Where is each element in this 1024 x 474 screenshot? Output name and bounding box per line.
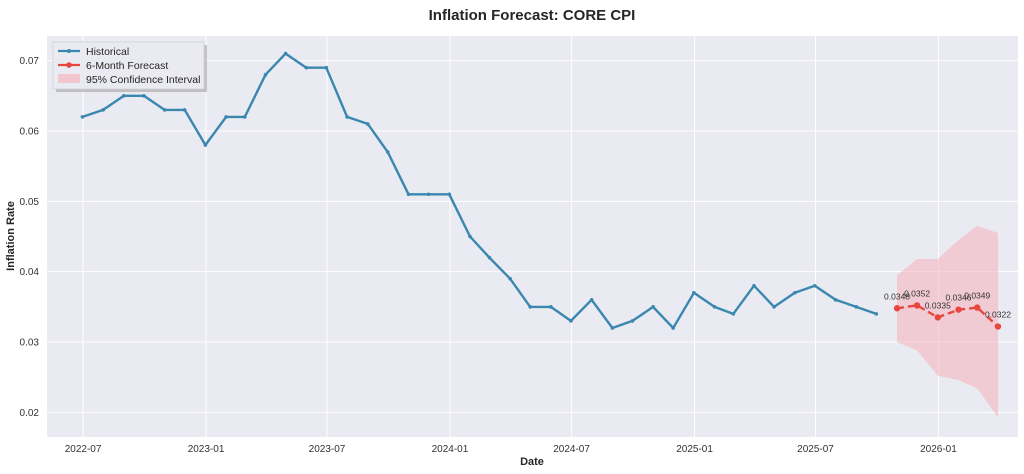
historical-point bbox=[142, 93, 146, 98]
historical-point bbox=[345, 115, 349, 119]
confidence-band-layer bbox=[897, 225, 998, 418]
y-tick-label: 0.03 bbox=[20, 338, 40, 349]
legend-confidence-label: 95% Confidence Interval bbox=[86, 74, 200, 86]
historical-point bbox=[243, 115, 247, 119]
historical-point bbox=[813, 283, 817, 288]
historical-point bbox=[386, 150, 390, 154]
historical-point bbox=[324, 65, 329, 70]
y-tick-label: 0.05 bbox=[20, 197, 40, 208]
legend-forecast-marker bbox=[66, 62, 72, 68]
historical-point bbox=[549, 305, 553, 309]
forecast-point bbox=[974, 304, 981, 311]
x-tick-label: 2024-07 bbox=[553, 444, 590, 455]
y-tick-label: 0.06 bbox=[20, 126, 40, 137]
historical-point bbox=[122, 93, 126, 98]
confidence-band bbox=[897, 225, 998, 418]
forecast-value-label: 0.0352 bbox=[904, 288, 930, 298]
y-tick-label: 0.04 bbox=[20, 267, 40, 278]
legend-historical-label: Historical bbox=[86, 46, 129, 58]
historical-point bbox=[203, 143, 208, 147]
historical-point bbox=[406, 192, 411, 197]
x-tick-label: 2025-01 bbox=[676, 444, 713, 455]
historical-point bbox=[101, 108, 105, 112]
historical-point bbox=[610, 326, 615, 330]
x-axis-ticks: 2022-07 2023-01 2023-07 2024-01 2024-07 2025-… bbox=[65, 444, 958, 455]
historical-point bbox=[712, 305, 717, 309]
historical-point bbox=[671, 326, 675, 330]
historical-line bbox=[82, 52, 877, 330]
historical-point bbox=[426, 192, 431, 197]
historical-point bbox=[772, 305, 776, 309]
historical-point bbox=[792, 290, 797, 295]
legend-confidence-swatch bbox=[58, 74, 80, 83]
forecast-value-label: 0.0322 bbox=[985, 310, 1011, 320]
historical-point bbox=[651, 305, 655, 309]
historical-point bbox=[508, 276, 512, 281]
y-tick-label: 0.02 bbox=[20, 408, 40, 419]
historical-point bbox=[731, 312, 736, 316]
historical-point bbox=[630, 319, 635, 323]
historical-point bbox=[468, 234, 472, 239]
historical-point bbox=[80, 115, 85, 119]
legend-historical-marker bbox=[67, 49, 71, 53]
x-tick-label: 2025-07 bbox=[797, 444, 834, 455]
historical-point bbox=[528, 305, 532, 309]
historical-point bbox=[162, 108, 167, 112]
historical-point bbox=[182, 108, 187, 112]
historical-point bbox=[447, 192, 452, 197]
plot-background bbox=[47, 36, 1018, 437]
historical-point bbox=[833, 298, 838, 302]
legend-forecast-label: 6-Month Forecast bbox=[86, 60, 168, 72]
legend: Historical 6-Month Forecast 95% Confiden… bbox=[52, 41, 207, 92]
forecast-line bbox=[896, 304, 999, 328]
historical-point bbox=[589, 298, 594, 302]
x-tick-label: 2024-01 bbox=[432, 444, 469, 455]
x-tick-label: 2026-01 bbox=[920, 444, 957, 455]
x-axis-label: Date bbox=[520, 456, 544, 468]
chart-title: Inflation Forecast: CORE CPI bbox=[429, 7, 636, 24]
forecast-value-label: 0.0346 bbox=[946, 293, 972, 303]
forecast-point bbox=[934, 314, 942, 321]
x-tick-label: 2022-07 bbox=[65, 444, 102, 455]
forecast-point bbox=[893, 305, 901, 312]
historical-point bbox=[224, 115, 228, 119]
y-tick-label: 0.07 bbox=[20, 56, 40, 67]
forecast-value-label: 0.0348 bbox=[884, 291, 910, 301]
forecast-point bbox=[913, 302, 921, 309]
historical-point bbox=[692, 290, 696, 295]
historical-point bbox=[263, 72, 268, 77]
forecast-value-label: 0.0335 bbox=[925, 300, 951, 310]
historical-point bbox=[874, 312, 879, 316]
historical-point bbox=[304, 65, 309, 70]
historical-point bbox=[569, 319, 573, 323]
x-tick-label: 2023-07 bbox=[309, 444, 346, 455]
historical-point bbox=[854, 305, 859, 309]
historical-point bbox=[752, 283, 756, 288]
historical-point bbox=[365, 122, 370, 126]
historical-series-layer bbox=[80, 51, 879, 330]
historical-point bbox=[487, 255, 492, 260]
historical-point bbox=[283, 51, 288, 56]
y-axis-label: Inflation Rate bbox=[5, 201, 17, 271]
x-tick-label: 2023-01 bbox=[188, 444, 225, 455]
y-axis-ticks: 0.02 0.03 0.04 0.05 0.06 0.07 bbox=[20, 56, 40, 419]
forecast-value-label: 0.0349 bbox=[964, 291, 990, 301]
forecast-point bbox=[994, 323, 1002, 330]
forecast-point bbox=[955, 306, 962, 313]
